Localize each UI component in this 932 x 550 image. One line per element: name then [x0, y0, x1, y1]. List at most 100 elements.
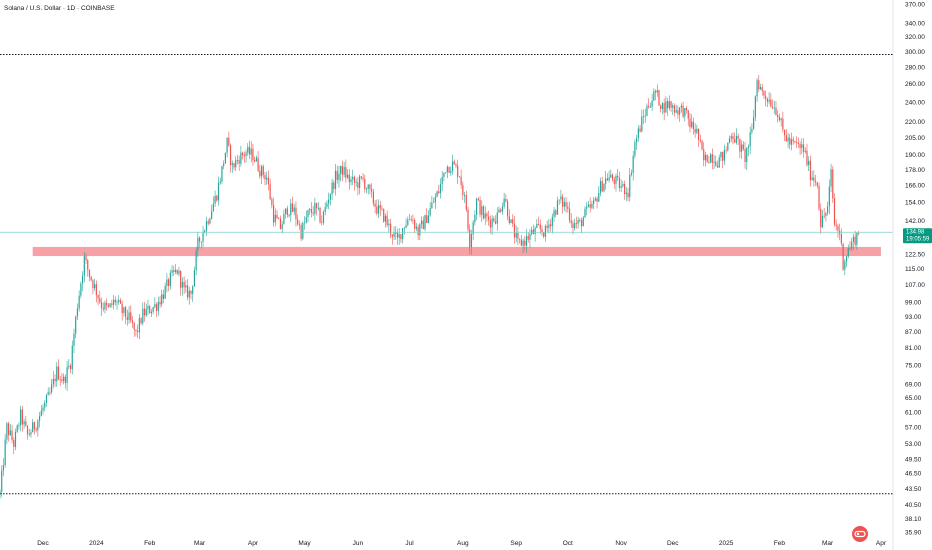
candle-body [773, 107, 775, 109]
candle [123, 306, 125, 317]
y-tick-label: 40.50 [905, 502, 922, 509]
candle [102, 302, 104, 312]
candle [488, 210, 490, 226]
candle [381, 205, 383, 211]
candle [114, 296, 116, 306]
candle [663, 98, 665, 121]
candle [178, 267, 180, 277]
candle-body [262, 166, 264, 176]
candle-body [188, 290, 190, 298]
candle-body [568, 208, 571, 221]
candle-body [728, 138, 731, 143]
candle [513, 215, 516, 244]
candle-body [544, 225, 547, 237]
candle [183, 276, 185, 295]
candle-body [157, 301, 159, 312]
candle-body [291, 203, 294, 212]
candle [746, 147, 748, 170]
candle-body [297, 219, 299, 225]
candle [238, 155, 240, 171]
candle-body [615, 175, 617, 184]
candle [365, 187, 368, 194]
candle [627, 187, 629, 201]
candle [804, 147, 806, 154]
candle-body [80, 283, 82, 296]
candle-body [601, 181, 603, 192]
candle-body [372, 191, 374, 204]
candle [818, 182, 820, 212]
y-tick-label: 280.00 [905, 64, 925, 71]
candle [198, 236, 201, 248]
candle [558, 199, 560, 205]
candle-body [519, 238, 521, 240]
candle [501, 202, 504, 215]
candle-body [161, 294, 163, 305]
candle [735, 128, 738, 145]
candle [4, 433, 6, 468]
candle-body [794, 141, 796, 143]
candle-body [685, 108, 688, 111]
candle-body [286, 208, 288, 215]
candle-body [118, 300, 120, 302]
candle-body [549, 224, 552, 227]
candle [334, 163, 337, 196]
candle-body [183, 281, 185, 288]
candle-body [465, 195, 467, 210]
candle-body [782, 118, 784, 130]
candle [465, 190, 467, 212]
candle-body [632, 155, 634, 173]
candle-body [651, 100, 653, 107]
candle [51, 379, 53, 395]
candle [109, 303, 111, 308]
candle [69, 363, 72, 374]
candle-body [637, 128, 639, 139]
candle [279, 215, 282, 230]
candle [90, 275, 92, 282]
candle-body [579, 220, 581, 221]
candle [20, 405, 22, 432]
candle-body [493, 218, 495, 222]
candle-body [383, 208, 385, 222]
candle [317, 201, 319, 211]
candle-body [236, 160, 239, 161]
y-tick-label: 205.00 [905, 135, 925, 142]
y-tick-label: 43.50 [905, 486, 922, 493]
candle [272, 197, 275, 227]
candle [794, 140, 796, 144]
candle [622, 181, 624, 188]
candle [357, 176, 359, 196]
y-tick-label: 320.00 [905, 34, 925, 41]
candle [276, 210, 278, 219]
candle [286, 205, 288, 218]
support-zone[interactable] [32, 246, 881, 257]
candle-body [617, 175, 619, 178]
candle-body [727, 142, 729, 151]
candle-body [697, 128, 700, 140]
candle [639, 125, 641, 133]
candle [541, 225, 543, 237]
candle [761, 83, 763, 96]
candle [854, 230, 856, 248]
candle [260, 164, 263, 185]
candle-body [605, 178, 607, 184]
candle [820, 203, 822, 234]
candle [783, 129, 786, 141]
candle [618, 171, 621, 192]
candle [303, 216, 306, 230]
candle [758, 74, 760, 92]
candle-body [845, 256, 848, 262]
candle-body [123, 307, 125, 314]
candle [574, 218, 576, 231]
candle [648, 98, 650, 109]
candle [661, 102, 664, 115]
candle-body [135, 329, 137, 331]
candle [749, 126, 751, 155]
candle-body [391, 234, 393, 237]
candle [346, 168, 349, 180]
candle [827, 201, 829, 216]
tradingview-logo-icon[interactable] [852, 526, 868, 542]
y-tick-label: 122.50 [905, 251, 925, 258]
candle-body [346, 174, 349, 178]
candle [78, 290, 80, 312]
